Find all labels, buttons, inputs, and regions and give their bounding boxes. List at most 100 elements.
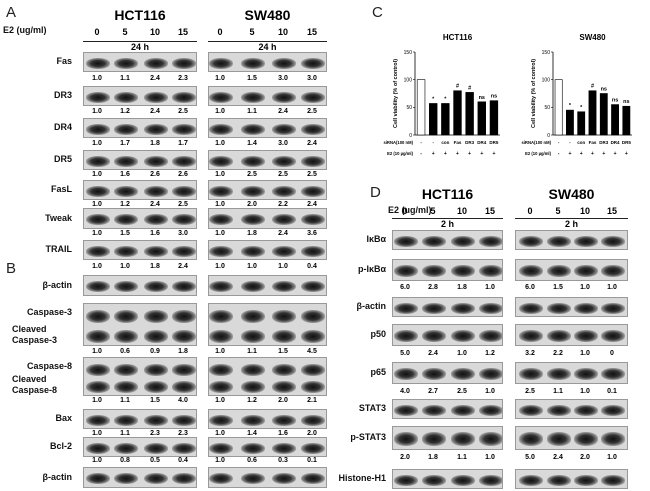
quantification: 2.2 xyxy=(553,350,563,357)
dose: 0 xyxy=(94,27,100,37)
quantification: 1.0 xyxy=(92,201,102,208)
blot-strip xyxy=(208,240,327,260)
band xyxy=(241,414,265,426)
band xyxy=(209,213,233,226)
e2-label: + xyxy=(591,151,594,157)
band xyxy=(172,245,196,257)
blot-strip xyxy=(208,208,327,229)
blot-strip xyxy=(208,275,327,296)
quantification: 1.0 xyxy=(92,348,102,355)
band xyxy=(394,264,418,278)
blot-strip xyxy=(515,362,628,384)
y-axis-label: Cell viability (% of control) xyxy=(531,59,537,128)
band xyxy=(241,363,265,376)
band xyxy=(301,91,325,103)
row-label: Bcl-2 xyxy=(49,441,72,451)
band xyxy=(394,367,418,381)
blot-strip xyxy=(392,297,503,317)
e2-label: + xyxy=(468,151,471,157)
band xyxy=(519,367,543,381)
quantification: 2.5 xyxy=(278,171,288,178)
row-label: DR3 xyxy=(53,90,72,100)
blot-strip xyxy=(83,275,197,296)
y-tick-label: 50 xyxy=(544,105,550,111)
band xyxy=(601,474,625,486)
row-label: Cleaved Caspase-3 xyxy=(12,324,58,345)
significance: * xyxy=(569,103,572,109)
quantification: 1.8 xyxy=(457,284,467,291)
dose: 5 xyxy=(555,206,561,216)
band xyxy=(272,363,296,376)
quantification: 1.0 xyxy=(215,201,225,208)
band xyxy=(209,363,233,376)
time-line xyxy=(83,41,197,42)
quantification: 3.0 xyxy=(278,140,288,147)
quantification: 2.6 xyxy=(150,171,160,178)
quantification: 1.2 xyxy=(485,350,495,357)
blot-strip xyxy=(83,52,197,72)
band xyxy=(86,57,110,69)
blot-strip xyxy=(392,362,503,384)
band xyxy=(86,329,110,343)
blot-strip xyxy=(83,357,197,396)
quantification: 2.3 xyxy=(178,430,188,437)
significance: ns xyxy=(601,87,607,93)
band xyxy=(86,123,110,135)
quantification: 2.4 xyxy=(278,108,288,115)
quantification: 1.1 xyxy=(247,348,257,355)
band xyxy=(209,414,233,426)
quantification: 1.0 xyxy=(92,75,102,82)
band xyxy=(394,235,418,247)
quantification: 1.1 xyxy=(120,397,130,404)
treatment-label: E2 (ug/ml) xyxy=(388,205,432,215)
quantification: 1.0 xyxy=(580,388,590,395)
x-tick-label: - xyxy=(569,140,571,145)
band xyxy=(451,404,475,416)
band xyxy=(519,329,543,343)
band xyxy=(172,442,196,454)
band xyxy=(547,367,571,381)
blot-strip xyxy=(83,409,197,429)
y-tick-label: 150 xyxy=(404,50,413,56)
band xyxy=(172,329,196,343)
band xyxy=(394,404,418,416)
band xyxy=(241,442,265,454)
band xyxy=(241,381,265,394)
band xyxy=(241,472,265,485)
band xyxy=(394,302,418,314)
y-tick-label: 150 xyxy=(542,50,551,56)
quantification: 1.6 xyxy=(278,430,288,437)
quantification: 1.8 xyxy=(247,230,257,237)
band xyxy=(272,123,296,135)
quantification: 1.8 xyxy=(178,348,188,355)
quantification: 1.0 xyxy=(215,397,225,404)
blot-strip xyxy=(392,324,503,346)
band xyxy=(172,472,196,485)
band xyxy=(301,310,325,324)
band xyxy=(394,474,418,486)
quantification: 0.4 xyxy=(307,263,317,270)
quantification: 0.5 xyxy=(150,457,160,464)
e2-label: - xyxy=(558,151,560,157)
band xyxy=(144,472,168,485)
band xyxy=(451,432,475,446)
blot-strip xyxy=(392,469,503,489)
band xyxy=(144,91,168,103)
cell-line: HCT116 xyxy=(114,7,166,23)
significance: # xyxy=(456,84,459,90)
quantification: 5.0 xyxy=(525,454,535,461)
band xyxy=(272,91,296,103)
quantification: 0 xyxy=(610,350,614,357)
blot-strip xyxy=(208,52,327,72)
band xyxy=(241,57,265,69)
significance: ns xyxy=(612,98,618,104)
quantification: 2.4 xyxy=(307,201,317,208)
band xyxy=(241,329,265,343)
quantification: 1.1 xyxy=(120,75,130,82)
quantification: 2.3 xyxy=(150,430,160,437)
band xyxy=(114,414,138,426)
band xyxy=(519,302,543,314)
x-tick-label: DR4 xyxy=(477,140,486,145)
band xyxy=(86,91,110,103)
